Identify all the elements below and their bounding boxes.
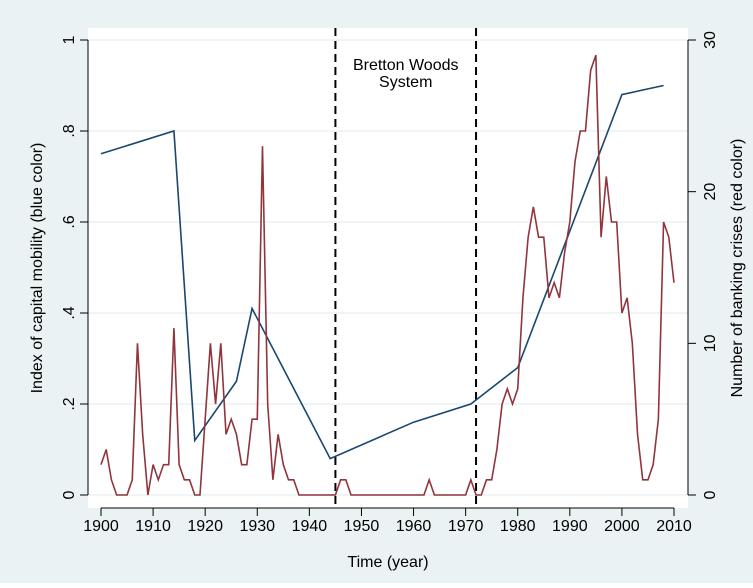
y-tick-label: 0 <box>61 490 78 499</box>
x-tick-label: 1980 <box>500 518 536 535</box>
y-tick-label: .6 <box>61 215 78 228</box>
x-tick-label: 1990 <box>552 518 588 535</box>
x-tick-label: 1970 <box>448 518 484 535</box>
y-tick-label: .4 <box>61 306 78 319</box>
y2-tick-label: 20 <box>702 183 719 201</box>
y2-tick-label: 30 <box>702 31 719 49</box>
x-axis-title: Time (year) <box>347 554 428 571</box>
x-tick-label: 1900 <box>83 518 119 535</box>
annotation: System <box>379 74 432 91</box>
x-tick-label: 1930 <box>239 518 275 535</box>
y-tick-label: 1 <box>61 35 78 44</box>
x-tick-label: 1940 <box>292 518 328 535</box>
data-line <box>100 84 664 460</box>
x-tick-label: 1950 <box>344 518 380 535</box>
x-tick-label: 1960 <box>396 518 432 535</box>
x-tick-label: 2010 <box>656 518 692 535</box>
y2-tick-label: 0 <box>702 490 719 499</box>
y2-tick-label: 10 <box>702 334 719 352</box>
x-tick-label: 2000 <box>604 518 640 535</box>
y-tick-label: .2 <box>61 397 78 410</box>
y2-axis-title: Number of banking crises (red color) <box>729 139 746 398</box>
y-tick-label: .8 <box>61 124 78 137</box>
x-tick-label: 1920 <box>187 518 223 535</box>
annotation: Bretton Woods <box>353 57 459 74</box>
y-axis-title: Index of capital mobility (blue color) <box>29 143 46 394</box>
data-line <box>100 54 675 496</box>
x-tick-label: 1910 <box>135 518 171 535</box>
